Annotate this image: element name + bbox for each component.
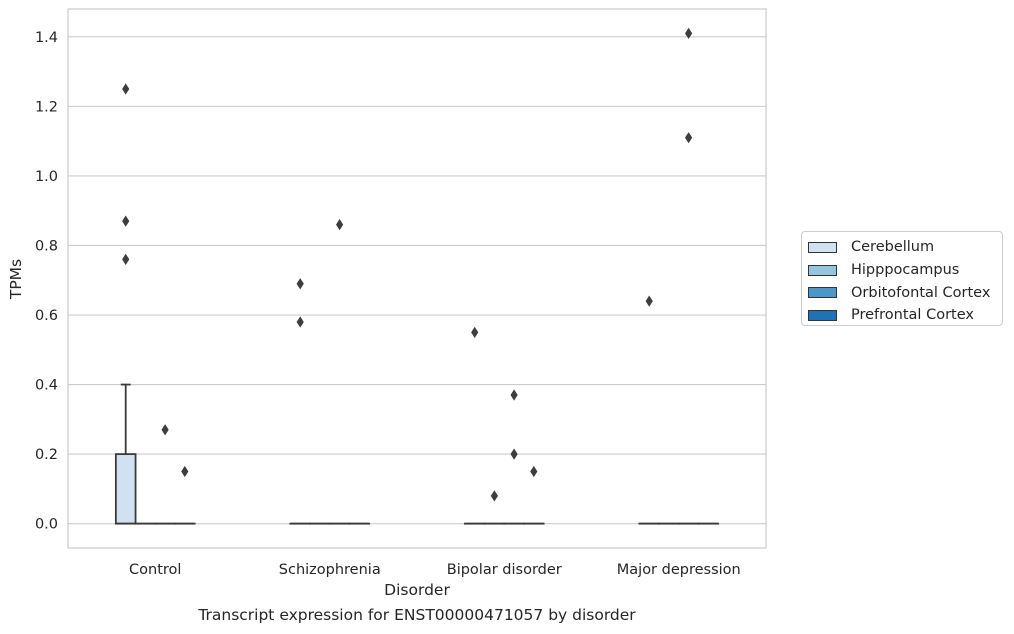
outlier-point [161,424,169,436]
y-tick-label: 0.6 [35,308,58,324]
legend: Cerebellum Hipppocampus Orbitofontal Corte… [801,231,1003,326]
outlier-point [122,253,130,265]
outlier-point [685,27,693,39]
outlier-point [510,448,518,460]
y-tick-label: 0.2 [35,447,58,463]
box-body [114,453,137,525]
outlier-point [122,83,130,95]
outlier-point [490,490,498,502]
legend-swatch [808,241,837,253]
y-tick-label: 0.4 [35,378,58,394]
outlier-point [296,278,304,290]
x-tick-label: Control [129,562,181,578]
y-axis-title: TPMs [7,259,25,300]
outlier-point [122,215,130,227]
outlier-point [296,316,304,328]
x-axis-title: Disorder [384,581,450,599]
legend-item: Prefrontal Cortex [808,304,1002,327]
legend-swatch [808,287,837,299]
box-prefrontal-cortex [523,465,545,525]
outlier-point [336,219,344,231]
legend-item: Orbitofontal Cortex [808,281,1002,304]
legend-label: Hipppocampus [851,262,960,279]
legend-item: Hipppocampus [808,259,1002,282]
y-tick-label: 1.0 [35,169,58,185]
legend-item: Cerebellum [808,236,1002,259]
legend-swatch [808,264,837,276]
outlier-point [645,295,653,307]
x-tick-labels: Control Schizophrenia Bipolar disorder Majo… [129,562,741,578]
y-tick-label: 1.2 [35,99,58,115]
y-tick-label: 0.8 [35,238,58,254]
x-tick-label: Bipolar disorder [447,562,562,578]
outlier-point [181,465,189,478]
legend-swatch [808,309,837,321]
outlier-point [471,326,479,338]
y-tick-label: 0.0 [35,517,58,533]
outlier-point [530,465,538,478]
box-cerebellum [114,83,137,525]
box-prefrontal-cortex [174,465,196,525]
y-tick-labels: 0.0 0.2 0.4 0.6 0.8 1.0 1.2 1.4 [35,30,58,533]
x-tick-label: Major depression [617,562,741,578]
y-tick-label: 1.4 [35,30,58,46]
legend-label: Orbitofontal Cortex [851,284,991,301]
legend-label: Cerebellum [851,239,935,256]
plot-frame [67,8,767,549]
x-tick-label: Schizophrenia [279,562,381,578]
box-series [114,27,720,525]
plot-area [68,9,766,548]
outlier-point [510,389,518,401]
chart-caption: Transcript expression for ENST0000047105… [198,606,636,624]
legend-label: Prefrontal Cortex [851,307,974,324]
outlier-point [685,132,693,144]
